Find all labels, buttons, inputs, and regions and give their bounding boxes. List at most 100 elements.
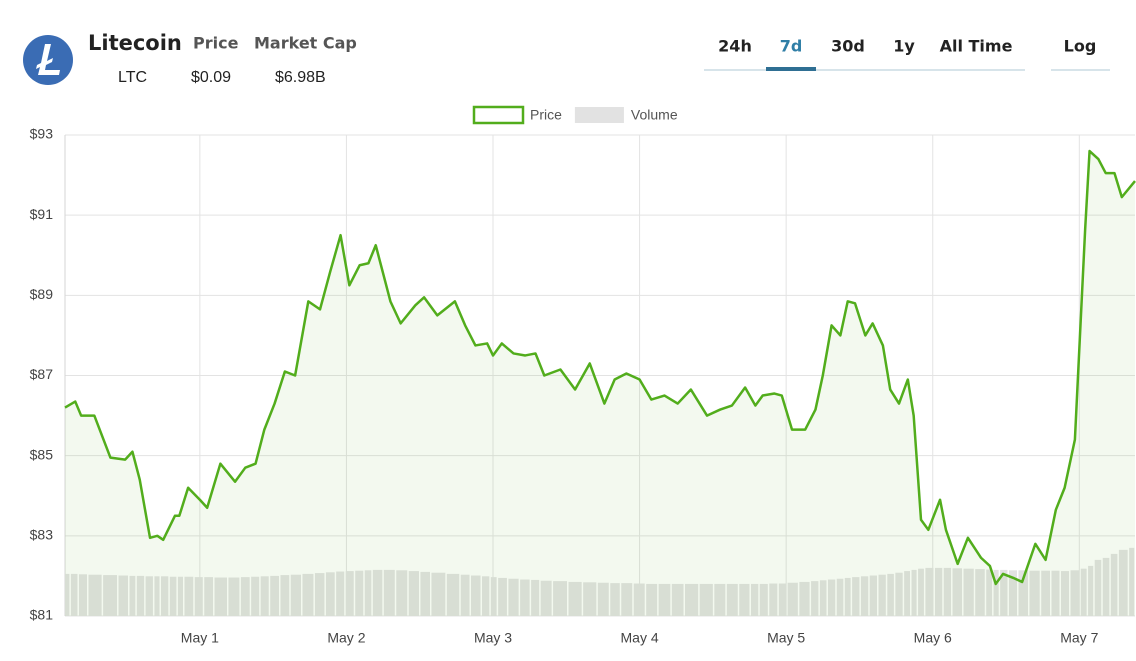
volume-bar	[778, 583, 787, 616]
volume-bar	[490, 577, 497, 616]
volume-bar	[345, 571, 354, 616]
volume-bar	[633, 583, 645, 616]
volume-bar	[270, 575, 279, 616]
volume-bar	[184, 576, 194, 616]
coin-name: Litecoin	[88, 31, 182, 55]
volume-bar	[759, 583, 768, 616]
volume-bar	[878, 574, 886, 616]
volume-bar	[844, 577, 851, 616]
volume-bar	[819, 580, 827, 616]
volume-bar	[685, 583, 699, 616]
volume-bar	[904, 571, 910, 616]
volume-bar	[658, 583, 671, 616]
volume-bar	[154, 576, 160, 616]
volume-bar	[811, 581, 819, 616]
legend-label[interactable]: Volume	[631, 107, 678, 123]
volume-bar	[78, 574, 87, 616]
volume-bar	[136, 575, 145, 616]
volume-bar	[1102, 557, 1110, 616]
volume-bar	[260, 576, 269, 616]
volume-bar	[597, 582, 609, 616]
range-tab[interactable]: 30d	[831, 37, 865, 56]
log-toggle[interactable]: Log	[1064, 37, 1097, 56]
volume-bar	[355, 570, 364, 616]
x-tick-label: May 7	[1060, 630, 1098, 646]
volume-bar	[161, 576, 169, 616]
volume-bar	[918, 568, 924, 616]
y-tick-label: $81	[30, 607, 54, 623]
volume-bar	[1051, 570, 1060, 616]
volume-bar	[1110, 553, 1118, 616]
range-tab[interactable]: All Time	[940, 37, 1013, 56]
price-line	[64, 149, 1136, 586]
volume-bar	[314, 573, 325, 616]
volume-bar	[88, 574, 102, 616]
volume-bar	[420, 571, 430, 616]
volume-bar	[726, 583, 738, 616]
volume-bar	[568, 581, 582, 616]
volume-bar	[214, 577, 227, 616]
volume-bar	[65, 573, 70, 616]
volume-bar	[621, 583, 633, 616]
volume-bar	[169, 576, 177, 616]
volume-bar	[739, 583, 750, 616]
volume-bar	[460, 574, 470, 616]
volume-bar	[827, 579, 836, 616]
y-tick-label: $83	[30, 527, 54, 543]
volume-bar	[1094, 559, 1102, 616]
volume-bar	[431, 572, 446, 616]
volume-bar	[1018, 570, 1028, 616]
volume-bar	[1029, 570, 1040, 616]
x-tick-label: May 2	[327, 630, 365, 646]
plot: $81 $83 $85 $87 $89 $91 $93 May 1 May 2 May 3 May …	[30, 105, 1136, 646]
x-tick-label: May 5	[767, 630, 805, 646]
price-value: $0.09	[191, 69, 231, 86]
legend-label[interactable]: Price	[530, 107, 562, 123]
volume-bar	[302, 573, 314, 616]
volume-bar	[204, 577, 214, 616]
legend-swatch	[472, 105, 525, 125]
volume-bar	[750, 583, 759, 616]
volume-bar	[1060, 571, 1070, 616]
range-tab[interactable]: 7d	[780, 37, 803, 56]
coin-logo	[23, 35, 73, 85]
volume-bar	[508, 578, 519, 616]
volume-bar	[934, 567, 943, 616]
volume-bar	[963, 568, 974, 616]
volume-bar	[1118, 549, 1128, 616]
volume-bar	[1000, 569, 1008, 616]
volume-bar	[1070, 570, 1080, 616]
volume-bar	[396, 570, 408, 616]
x-tick-label: May 6	[914, 630, 952, 646]
volume-bar	[290, 574, 301, 616]
y-tick-label: $93	[30, 126, 54, 142]
market-cap-value: $6.98B	[275, 69, 326, 86]
volume-bar	[540, 580, 552, 616]
legend-swatch	[574, 107, 624, 123]
range-tab[interactable]: 1y	[893, 37, 915, 56]
volume-bar	[553, 581, 568, 616]
volume-bar	[70, 573, 78, 616]
market-cap-label: Market Cap	[254, 34, 357, 53]
volume-bar	[714, 583, 726, 616]
y-tick-label: $85	[30, 446, 54, 462]
volume-bar	[471, 575, 481, 616]
volume-bar	[482, 576, 490, 616]
volume-bar	[280, 575, 290, 616]
range-tab[interactable]: 24h	[718, 37, 752, 56]
price-label: Price	[193, 34, 239, 53]
volume-bar	[177, 576, 183, 616]
volume-bar	[408, 571, 419, 616]
volume-bar	[1080, 568, 1087, 616]
volume-bar	[1041, 570, 1050, 616]
volume-bar	[1129, 547, 1135, 616]
volume-bar	[799, 581, 810, 616]
volume-bar	[836, 578, 844, 616]
volume-bar	[336, 571, 345, 616]
volume-bar	[860, 576, 869, 616]
volume-bar	[699, 583, 713, 616]
volume-bar	[145, 576, 153, 616]
volume-bar	[769, 583, 778, 616]
coin-symbol: LTC	[118, 69, 147, 86]
